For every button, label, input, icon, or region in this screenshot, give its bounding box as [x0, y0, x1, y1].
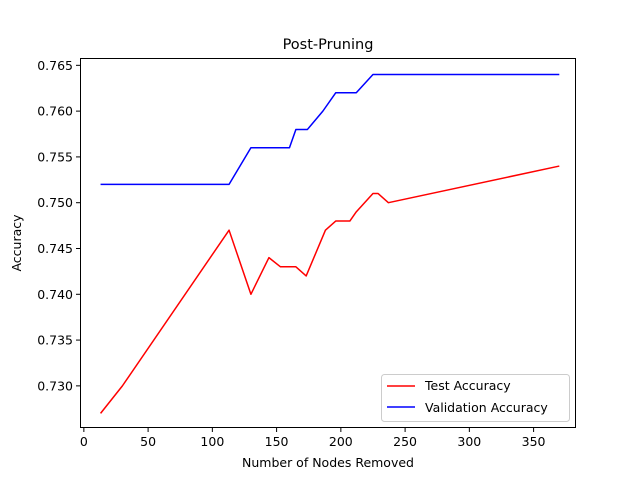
legend-validation-accuracy-label: Validation Accuracy	[425, 400, 548, 415]
legend: Test Accuracy Validation Accuracy	[381, 374, 570, 422]
x-axis-label: Number of Nodes Removed	[242, 455, 414, 470]
series-line-validation-accuracy	[100, 73, 560, 186]
chart-title: Post-Pruning	[283, 37, 374, 53]
x-axis-ticks: 0 50 100 150 200 250 300 350	[80, 428, 546, 449]
y-axis-label: Accuracy	[9, 214, 24, 272]
y-tick-label: 0.745	[37, 241, 73, 256]
y-tick-label: 0.755	[37, 149, 73, 164]
legend-test-accuracy-label: Test Accuracy	[424, 378, 511, 393]
x-tick-label: 150	[265, 434, 289, 449]
x-tick-label: 300	[457, 434, 481, 449]
y-axis-ticks: 0.730 0.735 0.740 0.745 0.750 0.755 0.760 0.765	[37, 58, 80, 393]
series-line-test-accuracy	[99, 165, 560, 414]
x-tick-label: 350	[522, 434, 546, 449]
x-tick-label: 100	[200, 434, 224, 449]
plot-frame	[80, 58, 576, 428]
plot-lines	[99, 73, 560, 414]
x-tick-label: 200	[329, 434, 353, 449]
y-tick-label: 0.730	[37, 378, 73, 393]
y-tick-label: 0.740	[37, 287, 73, 302]
x-tick-label: 250	[393, 434, 417, 449]
legend-box	[381, 374, 570, 422]
y-tick-label: 0.750	[37, 195, 73, 210]
y-tick-label: 0.735	[37, 333, 73, 348]
y-tick-label: 0.760	[37, 104, 73, 119]
x-tick-label: 0	[80, 434, 88, 449]
x-tick-label: 50	[140, 434, 156, 449]
y-tick-label: 0.765	[37, 58, 73, 73]
